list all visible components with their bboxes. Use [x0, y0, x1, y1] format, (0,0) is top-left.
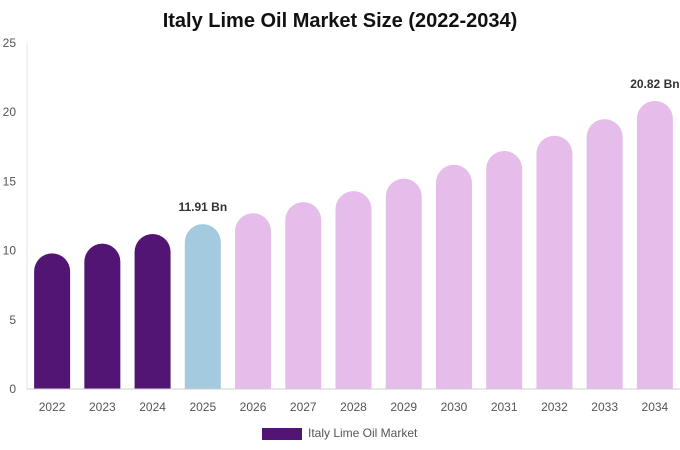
bar-2033	[586, 119, 623, 389]
y-tick-label: 0	[9, 382, 16, 396]
bar-2027	[285, 202, 322, 389]
bar-2030	[435, 164, 472, 389]
x-tick-label: 2026	[240, 400, 267, 414]
y-axis: 0 5 10 15 20 25	[3, 36, 28, 396]
y-tick-label: 5	[9, 313, 16, 327]
data-label-2025: 11.91 Bn	[178, 200, 227, 214]
bar-2034	[636, 100, 673, 389]
legend: Italy Lime Oil Market	[262, 426, 418, 440]
x-tick-label: 2034	[642, 400, 669, 414]
x-tick-label: 2033	[591, 400, 618, 414]
bar-2028	[335, 191, 372, 389]
bars-group	[34, 100, 673, 389]
x-tick-label: 2025	[189, 400, 216, 414]
bar-2023	[84, 243, 121, 389]
y-tick-label: 25	[3, 36, 17, 50]
x-tick-label: 2032	[541, 400, 568, 414]
x-tick-label: 2031	[491, 400, 518, 414]
y-tick-label: 20	[3, 105, 17, 119]
bar-2024	[134, 233, 171, 389]
legend-swatch	[262, 428, 302, 440]
y-tick-label: 10	[3, 244, 17, 258]
x-tick-label: 2029	[390, 400, 417, 414]
chart-title: Italy Lime Oil Market Size (2022-2034)	[163, 10, 518, 32]
bar-2029	[385, 178, 422, 389]
x-tick-label: 2023	[89, 400, 116, 414]
x-tick-label: 2028	[340, 400, 367, 414]
bar-2032	[536, 135, 573, 389]
bar-2022	[34, 253, 71, 389]
bar-2025	[184, 224, 221, 389]
bar-2026	[235, 213, 272, 389]
data-labels-group: 11.91 Bn 20.82 Bn	[178, 77, 679, 214]
legend-label: Italy Lime Oil Market	[308, 426, 418, 440]
x-axis: 2022 2023 2024 2025 2026 2027 2028 2029 2030 2031…	[27, 388, 680, 414]
y-tick-label: 15	[3, 174, 17, 188]
x-tick-label: 2022	[39, 400, 66, 414]
x-tick-label: 2030	[441, 400, 468, 414]
x-tick-label: 2024	[139, 400, 166, 414]
bar-2031	[486, 150, 523, 389]
x-tick-label: 2027	[290, 400, 317, 414]
data-label-2034: 20.82 Bn	[630, 77, 679, 91]
